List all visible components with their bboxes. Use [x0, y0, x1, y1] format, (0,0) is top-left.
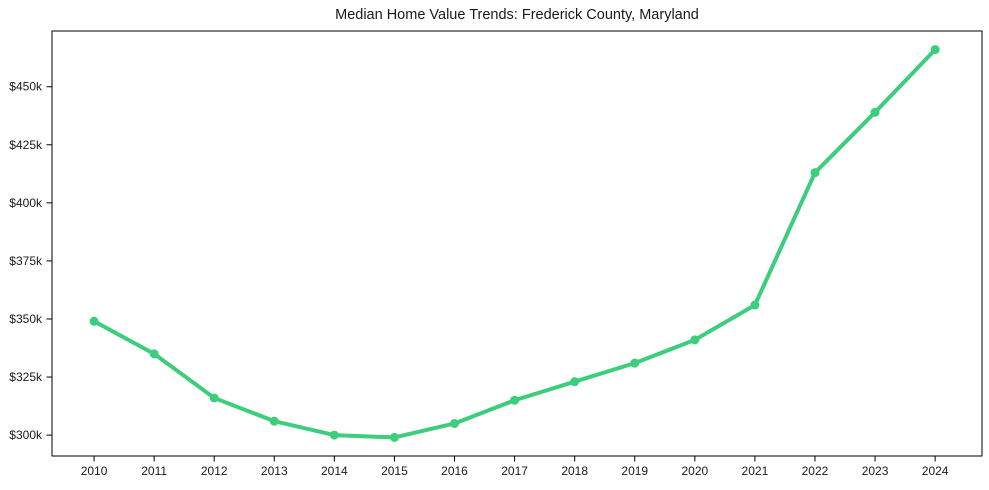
x-tick-label: 2024 — [922, 464, 949, 478]
x-tick-label: 2010 — [81, 464, 108, 478]
x-tick-label: 2017 — [501, 464, 528, 478]
data-point — [510, 395, 520, 405]
x-tick-label: 2011 — [141, 464, 167, 478]
x-tick-label: 2016 — [441, 464, 468, 478]
data-point — [870, 107, 880, 117]
data-point — [389, 432, 399, 442]
data-point — [329, 430, 339, 440]
data-point — [690, 335, 700, 345]
data-point — [930, 45, 940, 55]
x-tick-label: 2020 — [681, 464, 708, 478]
x-tick-label: 2013 — [261, 464, 288, 478]
plot-border — [51, 30, 983, 457]
x-tick-label: 2022 — [802, 464, 829, 478]
x-tick-label: 2012 — [201, 464, 228, 478]
data-point — [810, 168, 820, 178]
x-tick-label: 2018 — [561, 464, 588, 478]
data-point — [209, 393, 219, 403]
x-tick-label: 2021 — [742, 464, 769, 478]
chart-title: Median Home Value Trends: Frederick Coun… — [335, 7, 699, 23]
x-tick-label: 2023 — [862, 464, 889, 478]
data-point — [570, 377, 580, 387]
y-tick-label: $375k — [9, 254, 43, 268]
y-tick-label: $450k — [9, 80, 43, 94]
y-tick-label: $400k — [9, 196, 43, 210]
data-point — [750, 300, 760, 310]
y-tick-label: $425k — [9, 138, 43, 152]
data-point — [89, 316, 99, 326]
data-point — [149, 349, 159, 359]
data-point — [269, 416, 279, 426]
data-point — [630, 358, 640, 368]
x-tick-label: 2014 — [321, 464, 348, 478]
x-tick-label: 2019 — [621, 464, 648, 478]
data-point — [450, 418, 460, 428]
y-tick-label: $350k — [9, 312, 43, 326]
x-tick-label: 2015 — [381, 464, 408, 478]
y-tick-label: $300k — [9, 428, 43, 442]
y-tick-label: $325k — [9, 370, 43, 384]
trend-line — [92, 47, 938, 440]
